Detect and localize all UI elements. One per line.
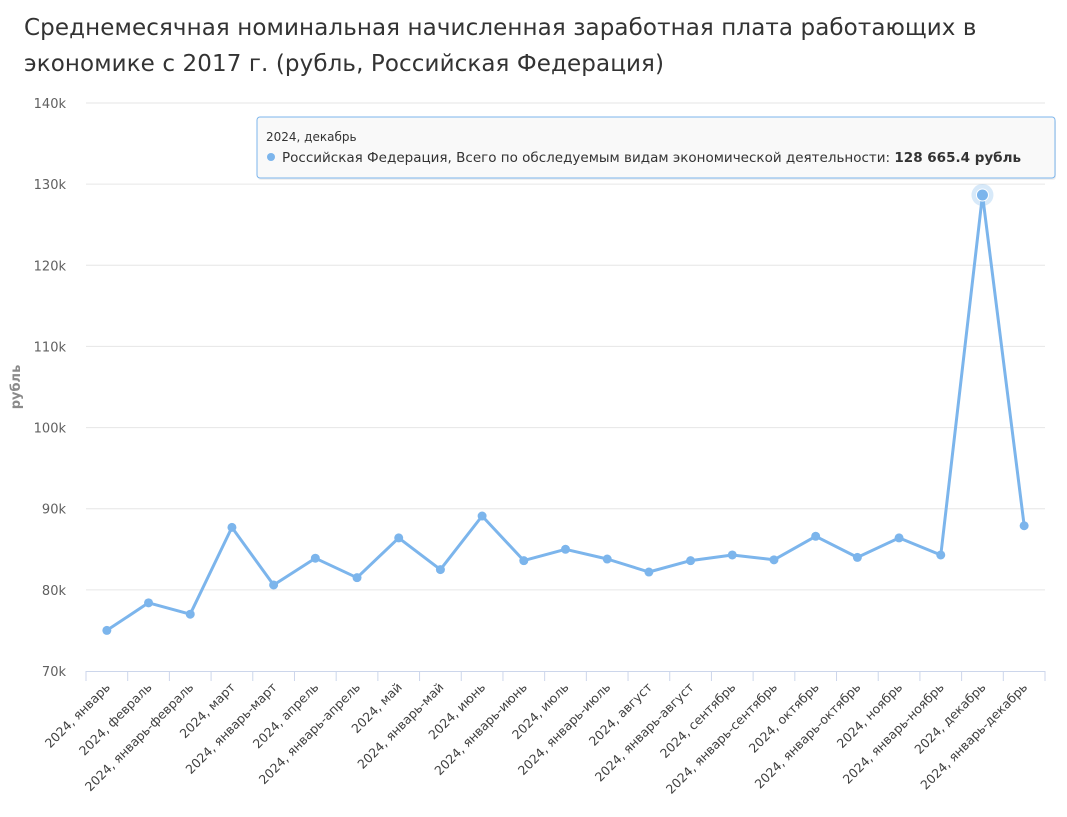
- data-point[interactable]: [519, 556, 529, 566]
- tooltip: 2024, декабрь Российская Федерация, Всего…: [256, 116, 1056, 206]
- data-point[interactable]: [102, 625, 112, 635]
- data-point[interactable]: [894, 533, 904, 543]
- series-line: [105, 193, 1026, 632]
- x-tick-label: 2024, декабрь: [911, 680, 988, 757]
- data-point[interactable]: [561, 544, 570, 554]
- data-point[interactable]: [769, 555, 779, 565]
- tooltip-value: 128 665.4 рубль: [894, 150, 1021, 166]
- data-point[interactable]: [477, 511, 487, 521]
- y-tick-label: 120k: [34, 259, 67, 274]
- y-tick-label: 70k: [42, 665, 67, 680]
- data-point[interactable]: [644, 567, 654, 577]
- y-tick-label: 90k: [42, 503, 67, 518]
- highlight-point[interactable]: [975, 188, 989, 202]
- data-point[interactable]: [185, 609, 195, 619]
- data-point[interactable]: [227, 522, 237, 532]
- grid-lines: [86, 102, 1045, 591]
- data-point[interactable]: [852, 552, 862, 562]
- chart-title: Среднемесячная номинальная начисленная з…: [24, 15, 977, 77]
- tooltip-series-text: Российская Федерация, Всего по обследуем…: [282, 150, 1021, 166]
- tooltip-series-label: Российская Федерация, Всего по обследуем…: [282, 150, 894, 166]
- y-tick-label: 130k: [34, 178, 67, 193]
- data-point[interactable]: [686, 556, 696, 566]
- data-point[interactable]: [352, 573, 362, 583]
- data-point[interactable]: [269, 580, 279, 590]
- y-axis: 70k 80k 90k 100k 110k 120k 130k 140k рубль: [9, 97, 66, 680]
- y-tick-label: 100k: [34, 422, 67, 437]
- x-tick-label: 2024, февраль: [76, 680, 155, 759]
- data-point[interactable]: [435, 565, 445, 575]
- tooltip-series-marker: [267, 153, 275, 161]
- data-point[interactable]: [310, 553, 320, 563]
- y-tick-label: 80k: [42, 584, 67, 599]
- data-point[interactable]: [144, 598, 154, 608]
- series-group: [102, 190, 1029, 635]
- tooltip-category: 2024, декабрь: [266, 130, 357, 144]
- data-point[interactable]: [1019, 521, 1029, 531]
- data-point[interactable]: [727, 550, 737, 560]
- data-point[interactable]: [936, 550, 946, 560]
- y-axis-title: рубль: [9, 365, 24, 410]
- data-point[interactable]: [811, 531, 821, 541]
- x-tick-label: 2024, сентябрь: [657, 680, 739, 762]
- data-point[interactable]: [394, 533, 404, 543]
- y-tick-label: 140k: [34, 97, 67, 112]
- tooltip-box: [256, 116, 1056, 179]
- y-tick-label: 110k: [34, 340, 67, 355]
- data-point[interactable]: [602, 554, 612, 564]
